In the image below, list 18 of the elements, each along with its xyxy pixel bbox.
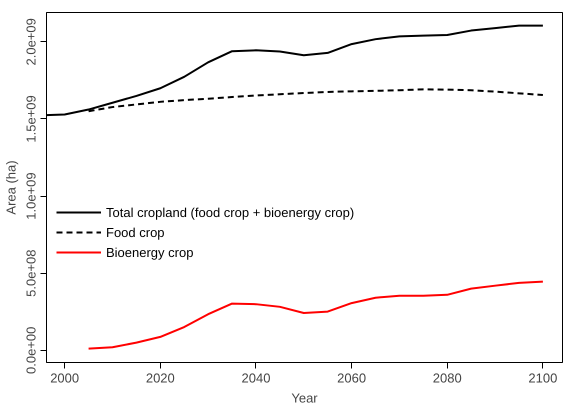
x-tick-label: 2060 xyxy=(337,370,366,386)
y-tick-label: 1.0e+09 xyxy=(24,172,38,220)
y-tick-label: 1.5e+09 xyxy=(24,95,38,143)
x-tick-label: 2040 xyxy=(242,370,270,386)
x-tick-label: 2000 xyxy=(50,370,80,386)
x-tick-label: 2080 xyxy=(432,370,462,386)
legend-label: Bioenergy crop xyxy=(106,244,194,260)
legend-label: Food crop xyxy=(106,224,165,240)
y-tick-label: 2.0e+09 xyxy=(24,18,38,66)
legend-label: Total cropland (food crop + bioenergy crop) xyxy=(106,204,354,220)
y-axis-title: Area (ha) xyxy=(4,160,18,215)
y-tick-label: 0.0e+00 xyxy=(24,326,38,374)
line-series xyxy=(46,24,544,116)
x-tick-label: 2100 xyxy=(528,370,558,386)
x-axis-title: Year xyxy=(291,390,318,406)
x-tick-label: 2020 xyxy=(146,370,175,386)
line-series xyxy=(88,280,544,350)
y-tick-label: 5.0e+08 xyxy=(24,250,38,297)
